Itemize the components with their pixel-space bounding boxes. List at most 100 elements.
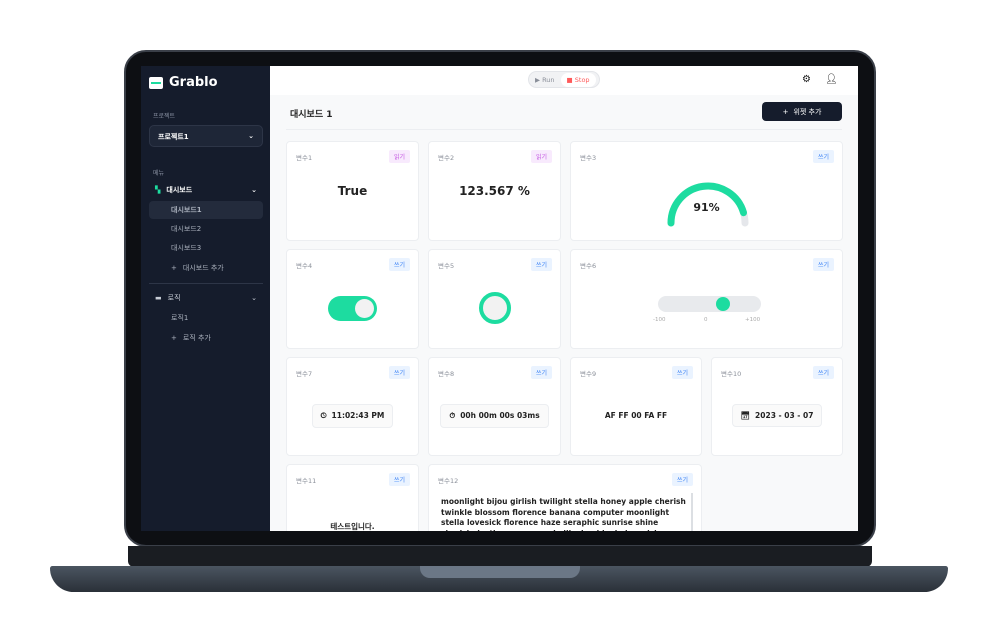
sidebar-item-logic1[interactable]: 로직1	[171, 314, 189, 322]
time-value: 11:02:43 PM	[331, 411, 385, 420]
user-icon[interactable]: 👤︎	[825, 74, 838, 85]
sidebar-item-logic[interactable]: ▬ 로직 ⌄	[149, 289, 263, 307]
menu-section-label: 메뉴	[153, 170, 165, 177]
widget-value: True	[337, 184, 368, 198]
label: 로직	[167, 294, 181, 302]
sidebar-item-dashboard1[interactable]: 대시보드1	[149, 201, 263, 219]
widget-v6[interactable]: 변수6 쓰기 -100 0 +100	[570, 249, 843, 349]
write-badge: 쓰기	[388, 366, 410, 379]
widget-label: 변수7	[296, 370, 313, 378]
slider-handle[interactable]	[715, 297, 730, 311]
widget-label: 변수6	[580, 262, 597, 270]
project-select[interactable]: 프로젝트1 ⌄	[149, 125, 263, 147]
laptop-hinge	[128, 546, 872, 567]
date-picker[interactable]: 📅︎ 2023 - 03 - 07	[731, 404, 823, 427]
gauge	[667, 182, 749, 227]
calendar-icon: 📅︎	[740, 411, 751, 420]
widget-label: 변수10	[721, 370, 742, 378]
text-value: 테스트입니다.	[330, 522, 375, 531]
widget-label: 변수3	[580, 154, 597, 162]
write-badge: 쓰기	[671, 473, 693, 486]
widget-label: 변수1	[296, 154, 313, 162]
sidebar-item-dashboard2[interactable]: 대시보드2	[171, 225, 202, 233]
project-section-label: 프로젝트	[153, 113, 176, 120]
plus-icon: +	[171, 334, 177, 342]
widget-v4[interactable]: 변수4 쓰기	[286, 249, 419, 349]
write-badge: 쓰기	[530, 366, 552, 379]
logo[interactable]: Grablo	[149, 75, 218, 90]
label: 대시보드	[166, 186, 193, 194]
time-picker[interactable]: 🕓︎ 11:02:43 PM	[311, 403, 394, 428]
widget-value: 123.567 %	[459, 184, 530, 198]
label: 로직 추가	[182, 334, 211, 342]
run-button[interactable]: ▶ Run	[535, 75, 555, 84]
write-badge: 쓰기	[530, 258, 552, 271]
widget-label: 변수4	[296, 262, 313, 270]
project-value: 프로젝트1	[158, 133, 189, 141]
chevron-down-icon: ⌄	[251, 294, 257, 302]
run-stop-toggle: ▶ Run ■ Stop	[528, 71, 600, 88]
timer-value: 00h 00m 00s 03ms	[460, 411, 540, 420]
widget-v3[interactable]: 변수3 쓰기 91%	[570, 141, 843, 241]
label: 위젯 추가	[793, 107, 822, 116]
divider	[149, 283, 263, 284]
dashboard-icon: ▚	[155, 186, 161, 194]
clock-icon: 🕓︎	[320, 410, 327, 420]
add-logic-button[interactable]: + 로직 추가	[149, 329, 263, 347]
gauge-fill	[667, 182, 748, 227]
widget-label: 변수8	[438, 370, 455, 378]
push-button[interactable]	[478, 292, 511, 324]
add-dashboard-button[interactable]: + 대시보드 추가	[149, 259, 263, 277]
write-badge: 쓰기	[812, 258, 834, 271]
page-title: 대시보드 1	[290, 110, 333, 120]
add-widget-button[interactable]: + 위젯 추가	[762, 102, 842, 121]
widget-v5[interactable]: 변수5 쓰기	[428, 249, 561, 349]
scrollbar[interactable]	[691, 493, 693, 531]
hex-value: AF FF 00 FA FF	[604, 411, 668, 420]
date-value: 2023 - 03 - 07	[755, 411, 814, 420]
sidebar: Grablo 프로젝트 프로젝트1 ⌄ 메뉴 ▚ 대시보드 ⌄ 대시보드1 대시보드2…	[141, 66, 270, 531]
slider-min-label: -100	[653, 317, 666, 323]
chevron-down-icon: ⌄	[248, 132, 254, 140]
slider-track[interactable]	[658, 296, 761, 312]
write-badge: 쓰기	[671, 366, 693, 379]
widget-label: 변수2	[438, 154, 455, 162]
logic-icon: ▬	[155, 294, 162, 302]
sidebar-item-dashboard[interactable]: ▚ 대시보드 ⌄	[149, 181, 263, 199]
widget-label: 변수9	[580, 370, 597, 378]
label: 대시보드 추가	[182, 264, 224, 272]
widget-v9[interactable]: 변수9 쓰기 AF FF 00 FA FF	[570, 357, 702, 456]
widget-v1[interactable]: 변수1 읽기 True	[286, 141, 419, 241]
write-badge: 쓰기	[812, 366, 834, 379]
screen: Grablo 프로젝트 프로젝트1 ⌄ 메뉴 ▚ 대시보드 ⌄ 대시보드1 대시보드2…	[141, 66, 858, 531]
widget-v8[interactable]: 변수8 쓰기 ⏱︎ 00h 00m 00s 03ms	[428, 357, 561, 456]
widget-v11[interactable]: 변수11 쓰기 테스트입니다.	[286, 464, 419, 531]
write-badge: 쓰기	[812, 150, 834, 163]
widget-label: 변수12	[438, 477, 459, 485]
widget-v12[interactable]: 변수12 쓰기 moonlight bijou girlish twilight …	[428, 464, 702, 531]
stopwatch-icon: ⏱︎	[449, 410, 456, 420]
write-badge: 쓰기	[388, 258, 410, 271]
write-badge: 쓰기	[388, 473, 410, 486]
read-badge: 읽기	[388, 150, 410, 163]
plus-icon: +	[171, 264, 177, 272]
sidebar-item-dashboard3[interactable]: 대시보드3	[171, 244, 202, 252]
gear-icon[interactable]: ⚙	[802, 74, 811, 85]
slider-mid-label: 0	[704, 317, 708, 323]
toggle-knob	[355, 298, 374, 318]
read-badge: 읽기	[530, 150, 552, 163]
widget-v2[interactable]: 변수2 읽기 123.567 %	[428, 141, 561, 241]
toggle-switch[interactable]	[328, 295, 377, 321]
stop-button[interactable]: ■ Stop	[560, 72, 596, 87]
stop-label: Stop	[574, 75, 590, 84]
text-area[interactable]: moonlight bijou girlish twilight stella …	[441, 497, 686, 531]
widget-v7[interactable]: 변수7 쓰기 🕓︎ 11:02:43 PM	[286, 357, 419, 456]
topbar: ▶ Run ■ Stop ⚙ 👤︎	[270, 66, 858, 95]
timer-display[interactable]: ⏱︎ 00h 00m 00s 03ms	[440, 403, 549, 428]
logo-icon	[149, 76, 163, 89]
app-name: Grablo	[169, 75, 218, 90]
widget-label: 변수5	[438, 262, 455, 270]
widget-v10[interactable]: 변수10 쓰기 📅︎ 2023 - 03 - 07	[711, 357, 843, 456]
plus-icon: +	[782, 107, 789, 116]
run-label: Run	[542, 75, 555, 84]
